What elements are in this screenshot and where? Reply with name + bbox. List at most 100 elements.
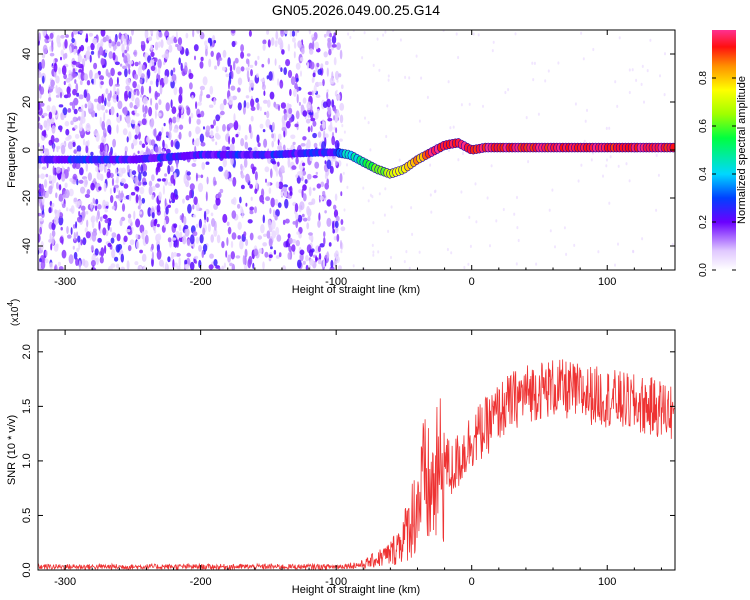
spectrogram-cell xyxy=(315,255,318,263)
spectrogram-cell xyxy=(189,189,193,199)
spectrogram-cell xyxy=(477,33,480,37)
spectrogram-cell xyxy=(215,114,221,122)
spectrogram-cell xyxy=(45,190,50,198)
spectrogram-cell xyxy=(52,174,57,184)
spectrogram-cell xyxy=(67,141,73,150)
spectrogram-cell xyxy=(42,75,45,84)
spectrogram-cell xyxy=(246,69,250,80)
spectrogram-cell xyxy=(122,128,128,136)
spectrogram-cell xyxy=(430,210,433,214)
spectrogram-cell xyxy=(83,54,86,59)
spectrogram-cell xyxy=(307,216,311,222)
spectrogram-cell xyxy=(133,49,138,57)
spectrogram-cell xyxy=(259,123,264,129)
spectrogram-cell xyxy=(254,171,258,181)
spectrogram-cell xyxy=(549,229,552,233)
spectrogram-cell xyxy=(289,191,293,196)
spectrogram-cell xyxy=(334,70,340,81)
spectrogram-cell xyxy=(267,39,271,48)
spectrogram-cell xyxy=(317,131,322,138)
spectrogram-cell xyxy=(186,252,192,258)
spectrogram-cell xyxy=(43,148,49,152)
spectrogram-cell xyxy=(166,36,172,46)
spectrogram-cell xyxy=(74,79,77,84)
spectrogram-cell xyxy=(146,68,151,79)
spectrogram-cell xyxy=(168,131,172,141)
spectrogram-cell xyxy=(79,30,84,34)
spectrogram-cell xyxy=(128,91,132,99)
spectrogram-cell xyxy=(183,216,187,226)
spectrogram-cell xyxy=(275,181,280,189)
spectrogram-cell xyxy=(331,71,334,82)
spectrogram-cell xyxy=(263,233,267,237)
spectrogram-cell xyxy=(208,58,212,68)
spectrogram-cell xyxy=(116,76,119,85)
spectrogram-cell xyxy=(217,192,222,199)
spectrogram-cell xyxy=(128,218,132,224)
spectrogram-cell xyxy=(235,66,241,75)
spectrogram-cell xyxy=(664,52,666,56)
spectrogram-cell xyxy=(78,240,81,250)
spectrogram-cell xyxy=(200,174,204,179)
spectrogram-cell xyxy=(173,223,178,229)
spectrogram-cell xyxy=(641,64,644,68)
spectrogram-cell xyxy=(184,259,188,265)
spectrogram-cell xyxy=(83,89,88,99)
spectrogram-cell xyxy=(237,235,241,240)
spectrogram-cell xyxy=(227,254,232,263)
spectrogram-cell xyxy=(162,139,165,149)
spectrogram-cell xyxy=(294,203,299,213)
spectrogram-cell xyxy=(329,32,332,38)
spectrogram-cell xyxy=(313,84,317,94)
spectrogram-cell xyxy=(346,185,349,189)
spectrogram-cell xyxy=(197,182,204,193)
spectrogram-cell xyxy=(272,209,276,218)
spectrogram-cell xyxy=(301,213,305,218)
spectrogram-cell xyxy=(52,165,55,176)
spectrogram-cell xyxy=(39,218,44,222)
spectrogram-cell xyxy=(153,57,158,63)
spectrogram-cell xyxy=(113,84,116,95)
spectrogram-cell xyxy=(239,196,242,204)
spectrogram-cell xyxy=(671,242,674,247)
spectrogram-cell xyxy=(322,190,326,196)
spectrogram-cell xyxy=(468,215,471,219)
spectrogram-cell xyxy=(259,194,264,203)
spectrogram-cell xyxy=(218,266,221,270)
spectrogram-cell xyxy=(214,132,220,139)
spectrogram-cell xyxy=(249,210,254,215)
spectrogram-cell xyxy=(211,218,216,227)
spectrogram-cell xyxy=(313,142,318,148)
spectrogram-cell xyxy=(199,85,205,91)
spectrogram-cell xyxy=(225,250,228,258)
spectrogram-cell xyxy=(302,97,307,104)
spectrogram-cell xyxy=(533,61,536,65)
spectrogram-cell xyxy=(42,195,45,206)
spectrogram-cell xyxy=(129,102,133,109)
spectrogram-cell xyxy=(287,252,291,260)
spectrogram-cell xyxy=(308,186,312,197)
spectrogram-cell xyxy=(96,257,99,265)
spectrogram-cell xyxy=(336,93,341,101)
colorbar-tick-label: 0.2 xyxy=(698,215,709,229)
spectrogram-cell xyxy=(42,44,48,55)
spectrogram-cell xyxy=(385,134,388,139)
spectrogram-cell xyxy=(64,39,68,49)
spectrogram-cell xyxy=(104,245,107,254)
spectrogram-cell xyxy=(297,40,302,49)
spectrogram-cell xyxy=(229,64,233,73)
spectrogram-cell xyxy=(154,90,158,101)
spectrogram-cell xyxy=(205,161,210,165)
spectrogram-cell xyxy=(387,74,390,78)
spectrogram-cell xyxy=(109,76,113,87)
spectrogram-cell xyxy=(68,188,74,197)
spectrogram-cell xyxy=(75,61,81,68)
spectrogram-cell xyxy=(315,171,318,175)
spectrogram-cell xyxy=(155,167,159,176)
spectrogram-cell xyxy=(240,184,245,190)
spectrogram-cell xyxy=(151,194,155,200)
spectrogram-cell xyxy=(116,233,121,242)
spectrogram-cell xyxy=(262,43,266,51)
spectrogram-cell xyxy=(278,252,282,258)
spectrogram-cell xyxy=(227,226,232,235)
